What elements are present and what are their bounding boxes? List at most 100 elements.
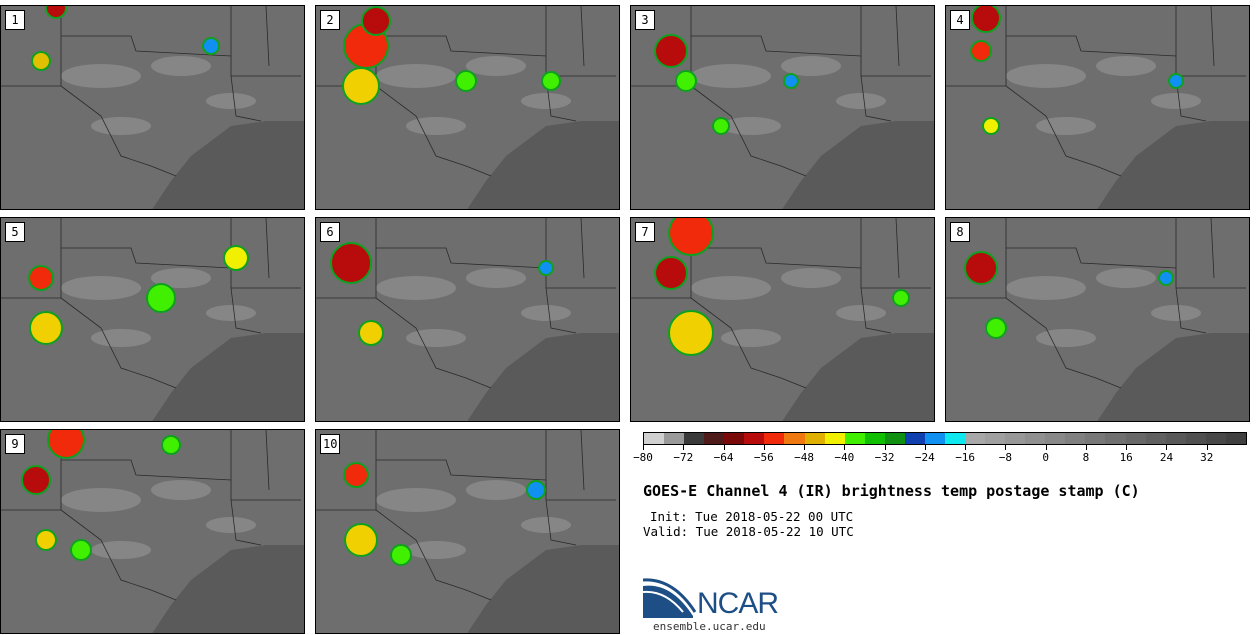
storm-cell bbox=[161, 435, 181, 455]
colorbar-swatch bbox=[744, 433, 765, 444]
colorbar-swatch bbox=[784, 433, 805, 444]
member-label: 9 bbox=[5, 434, 25, 454]
colorbar-swatch bbox=[924, 433, 945, 444]
colorbar-swatch bbox=[804, 433, 825, 444]
satellite-map bbox=[631, 6, 934, 209]
satellite-map bbox=[316, 6, 619, 209]
colorbar-tick-label: 16 bbox=[1119, 451, 1133, 464]
cloud-wisp bbox=[91, 329, 151, 347]
member-panel-4[interactable]: 4 bbox=[945, 5, 1250, 210]
gulf-region bbox=[1097, 121, 1249, 209]
gulf-region bbox=[467, 121, 619, 209]
storm-cell bbox=[31, 51, 51, 71]
colorbar-tick bbox=[1045, 445, 1047, 450]
colorbar-ticks: −80 −72 −64 −56 −48 −40 −32 −24 −16 −8 0 8 16 24 32 bbox=[633, 445, 1247, 469]
gulf-region bbox=[152, 333, 304, 421]
colorbar-swatch bbox=[1005, 433, 1026, 444]
member-panel-10[interactable]: 10 bbox=[315, 429, 620, 634]
colorbar-tick-label: −48 bbox=[794, 451, 814, 464]
colorbar-swatch bbox=[1045, 433, 1066, 444]
state-borders bbox=[1, 6, 301, 177]
valid-time: Valid: Tue 2018-05-22 10 UTC bbox=[643, 524, 854, 539]
member-panel-5[interactable]: 5 bbox=[0, 217, 305, 422]
cloud-wisp bbox=[376, 64, 456, 88]
storm-cell bbox=[343, 462, 369, 488]
colorbar-tick-label: 32 bbox=[1200, 451, 1214, 464]
gulf-region bbox=[1097, 333, 1249, 421]
member-panel-3[interactable]: 3 bbox=[630, 5, 935, 210]
cloud-wisp bbox=[91, 541, 151, 559]
cloud-wisp bbox=[1096, 268, 1156, 288]
gulf-region bbox=[782, 121, 934, 209]
cloud-wisp bbox=[406, 329, 466, 347]
gulf-region bbox=[152, 545, 304, 633]
cloud-wisp bbox=[1036, 117, 1096, 135]
colorbar-tick bbox=[804, 445, 806, 450]
storm-cell bbox=[146, 283, 176, 313]
storm-cell bbox=[28, 265, 54, 291]
colorbar-tick bbox=[1126, 445, 1128, 450]
cloud-wisp bbox=[91, 117, 151, 135]
storm-cell bbox=[47, 430, 85, 459]
cloud-wisp bbox=[836, 305, 886, 321]
cloud-wisp bbox=[151, 480, 211, 500]
storm-cell bbox=[982, 117, 1000, 135]
colorbar-swatch bbox=[824, 433, 845, 444]
colorbar-swatch bbox=[904, 433, 925, 444]
storm-cell bbox=[541, 71, 561, 91]
storm-cell bbox=[654, 34, 688, 68]
member-panel-2[interactable]: 2 bbox=[315, 5, 620, 210]
state-borders bbox=[316, 430, 616, 601]
colorbar-swatch bbox=[704, 433, 725, 444]
init-time: Init: Tue 2018-05-22 00 UTC bbox=[650, 509, 854, 524]
storm-cell bbox=[1168, 73, 1184, 89]
colorbar-tick bbox=[723, 445, 725, 450]
cloud-wisp bbox=[836, 93, 886, 109]
colorbar bbox=[643, 432, 1247, 445]
member-panel-6[interactable]: 6 bbox=[315, 217, 620, 422]
cloud-wisp bbox=[521, 517, 571, 533]
colorbar-tick-label: −56 bbox=[753, 451, 774, 464]
state-borders bbox=[631, 218, 931, 389]
cloud-wisp bbox=[1006, 64, 1086, 88]
cloud-wisp bbox=[61, 488, 141, 512]
member-panel-1[interactable]: 1 bbox=[0, 5, 305, 210]
colorbar-swatch bbox=[1065, 433, 1086, 444]
member-panel-7[interactable]: 7 bbox=[630, 217, 935, 422]
colorbar-swatch bbox=[944, 433, 965, 444]
cloud-wisp bbox=[691, 276, 771, 300]
colorbar-swatch bbox=[985, 433, 1006, 444]
colorbar-tick-label: −24 bbox=[914, 451, 935, 464]
storm-cell bbox=[783, 73, 799, 89]
colorbar-swatch bbox=[1185, 433, 1206, 444]
storm-cell bbox=[29, 311, 63, 345]
storm-cell bbox=[668, 218, 714, 256]
gulf-region bbox=[467, 545, 619, 633]
member-label: 3 bbox=[635, 10, 655, 30]
cloud-wisp bbox=[61, 64, 141, 88]
colorbar-tick-label: −16 bbox=[955, 451, 976, 464]
storm-cell bbox=[538, 260, 554, 276]
gulf-region bbox=[782, 333, 934, 421]
storm-cell bbox=[654, 256, 688, 290]
satellite-map bbox=[631, 218, 934, 421]
member-panel-9[interactable]: 9 bbox=[0, 429, 305, 634]
cloud-wisp bbox=[376, 488, 456, 512]
member-label: 6 bbox=[320, 222, 340, 242]
colorbar-tick bbox=[884, 445, 886, 450]
colorbar-swatch bbox=[1165, 433, 1186, 444]
storm-cell bbox=[35, 529, 57, 551]
storm-cell bbox=[455, 70, 477, 92]
member-panel-8[interactable]: 8 bbox=[945, 217, 1250, 422]
colorbar-swatch bbox=[684, 433, 705, 444]
cloud-wisp bbox=[721, 329, 781, 347]
colorbar-tick bbox=[1085, 445, 1087, 450]
member-label: 4 bbox=[950, 10, 970, 30]
storm-cell bbox=[361, 6, 391, 36]
colorbar-tick-label: −80 bbox=[633, 451, 653, 464]
state-borders bbox=[1, 430, 301, 601]
colorbar-tick bbox=[643, 445, 644, 450]
gulf-region bbox=[152, 121, 304, 209]
member-label: 1 bbox=[5, 10, 25, 30]
cloud-wisp bbox=[406, 541, 466, 559]
